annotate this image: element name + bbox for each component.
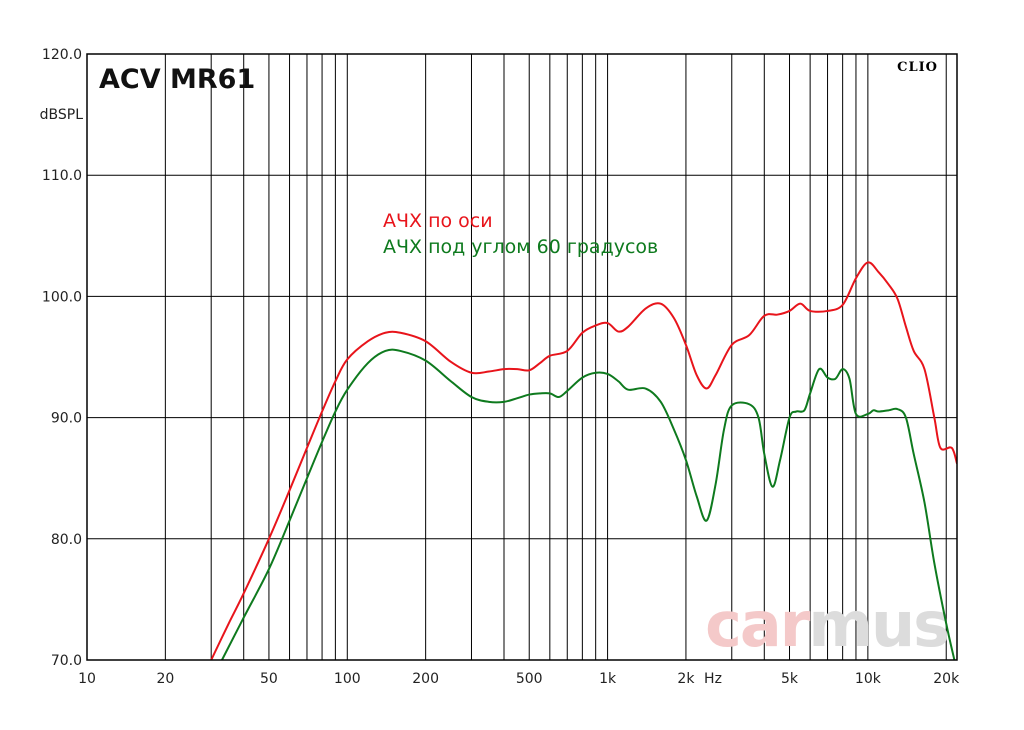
x-tick-label: 500	[516, 671, 543, 687]
y-tick-label: 120.0	[42, 47, 82, 63]
x-tick-label: 1k	[599, 671, 617, 687]
x-tick-label: 100	[334, 671, 361, 687]
x-tick-label: 20k	[933, 671, 960, 687]
watermark-part-1: car	[705, 588, 811, 661]
grid-lines	[87, 54, 957, 660]
x-tick-label: 10k	[855, 671, 882, 687]
y-tick-label: 100.0	[42, 289, 82, 305]
y-tick-labels: 120.0 110.0 100.0 90.0 80.0 70.0	[42, 47, 82, 669]
x-tick-label: 200	[412, 671, 439, 687]
watermark-text: carmus	[705, 588, 948, 661]
watermark: carmus	[705, 588, 950, 661]
x-axis-label: Hz	[704, 671, 722, 687]
y-tick-label: 110.0	[42, 168, 82, 184]
y-axis-label: dBSPL	[40, 107, 84, 123]
x-tick-label: 2k	[677, 671, 695, 687]
plot-border	[86, 53, 958, 661]
watermark-part-2: mus	[808, 588, 948, 661]
legend-60-degrees: АЧХ под углом 60 градусов	[383, 236, 658, 258]
series-line-0	[210, 261, 957, 660]
x-tick-label: 5k	[781, 671, 799, 687]
y-tick-label: 90.0	[51, 411, 82, 427]
series-group	[210, 261, 957, 660]
x-tick-labels: 10 20 50 100 200 500 1k 2k 5k 10k 20k	[78, 671, 960, 687]
brand-label: CLIO	[897, 60, 938, 75]
y-tick-label: 80.0	[51, 532, 82, 548]
x-tick-label: 10	[78, 671, 96, 687]
chart-title: ACV MR61	[99, 64, 255, 95]
x-tick-label: 50	[260, 671, 278, 687]
legend-axial: АЧХ по оси	[383, 210, 493, 232]
x-tick-label: 20	[156, 671, 174, 687]
series-line-1	[221, 348, 956, 660]
y-tick-label: 70.0	[51, 653, 82, 669]
